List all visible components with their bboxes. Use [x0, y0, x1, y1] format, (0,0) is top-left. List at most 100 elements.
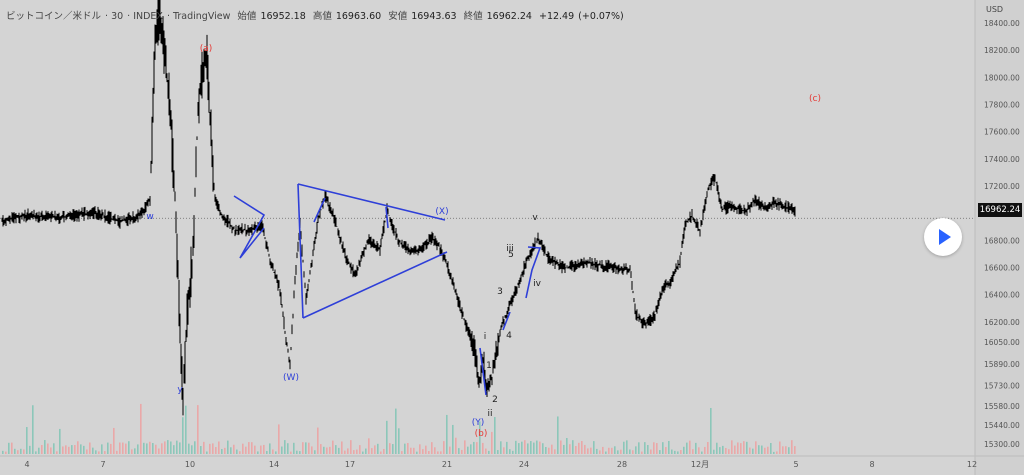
volume-bar	[494, 417, 496, 454]
volume-bar	[539, 441, 541, 454]
volume-bar	[197, 405, 199, 454]
volume-bar	[485, 448, 487, 454]
volume-bar	[362, 451, 364, 454]
volume-bar	[38, 447, 40, 454]
volume-bar	[464, 440, 466, 454]
close-value: 16962.24	[486, 11, 532, 22]
interval: 30	[111, 11, 124, 22]
volume-bar	[506, 441, 508, 454]
volume-bar	[443, 441, 445, 454]
data-source: INDEX	[133, 11, 163, 22]
volume-bar	[407, 442, 409, 454]
y-tick-label: 16400.00	[984, 291, 1020, 300]
volume-bar	[659, 450, 661, 454]
x-tick-label: 21	[442, 460, 452, 469]
volume-bar	[107, 442, 109, 454]
volume-bar	[635, 446, 637, 454]
volume-bar	[587, 448, 589, 454]
wave-label: 2	[492, 395, 498, 405]
trendline	[302, 251, 448, 319]
volume-bar	[359, 445, 361, 454]
volume-bar	[467, 446, 469, 454]
volume-bar	[218, 441, 220, 454]
volume-bar	[530, 441, 532, 454]
wave-label: ii	[487, 409, 492, 419]
volume-bar	[425, 445, 427, 454]
wave-label: iii	[506, 244, 514, 254]
volume-bar	[611, 447, 613, 454]
volume-bar	[20, 448, 22, 454]
volume-bar	[734, 445, 736, 454]
volume-bar	[641, 451, 643, 454]
volume-bar	[431, 442, 433, 454]
volume-bar	[518, 443, 520, 454]
volume-bar	[356, 449, 358, 454]
volume-bar	[698, 447, 700, 454]
volume-bar	[92, 447, 94, 454]
volume-bar	[383, 448, 385, 454]
currency-label: USD	[986, 5, 1003, 14]
volume-bar	[251, 442, 253, 454]
trendline	[313, 197, 326, 223]
volume-bar	[95, 450, 97, 454]
volume-bar	[662, 442, 664, 454]
volume-bar	[668, 440, 670, 454]
volume-bar	[77, 441, 79, 454]
wave-label: 5	[508, 250, 514, 260]
y-tick-label: 17200.00	[984, 182, 1020, 191]
open-value: 16952.18	[260, 11, 306, 22]
volume-bar	[215, 447, 217, 454]
volume-bar	[590, 447, 592, 454]
volume-bar	[305, 442, 307, 454]
volume-bar	[437, 451, 439, 454]
volume-bar	[74, 444, 76, 454]
volume-bar	[569, 444, 571, 454]
volume-bar	[482, 442, 484, 454]
volume-bar	[488, 450, 490, 454]
volume-bar	[512, 450, 514, 454]
volume-bar	[410, 447, 412, 454]
trendline	[297, 183, 446, 221]
volume-bar	[365, 448, 367, 454]
wave-label: (b)	[475, 429, 488, 439]
volume-bar	[644, 442, 646, 454]
x-tick-label: 4	[24, 460, 29, 469]
volume-bar	[173, 445, 175, 454]
volume-bar	[749, 447, 751, 454]
volume-bar	[476, 442, 478, 454]
volume-bar	[626, 440, 628, 454]
trendline	[479, 347, 487, 396]
volume-bar	[281, 446, 283, 454]
volume-bar	[428, 451, 430, 454]
volume-bar	[629, 449, 631, 454]
volume-bar	[605, 451, 607, 454]
x-tick-label: 12月	[691, 460, 709, 469]
volume-bar	[674, 450, 676, 454]
y-tick-label: 17800.00	[984, 100, 1020, 109]
volume-bar	[434, 447, 436, 454]
volume-bar	[269, 443, 271, 454]
volume-bar	[638, 442, 640, 454]
volume-bar	[440, 451, 442, 454]
y-tick-label: 18400.00	[984, 19, 1020, 28]
wave-label: (Y)	[472, 418, 485, 428]
x-tick-label: 10	[185, 460, 195, 469]
volume-bar	[731, 440, 733, 454]
volume-bar	[140, 403, 142, 454]
volume-bar	[2, 450, 4, 454]
volume-bar	[503, 447, 505, 454]
y-tick-label: 18000.00	[984, 73, 1020, 82]
volume-bar	[458, 448, 460, 454]
wave-label: iv	[533, 279, 542, 289]
change-value: +12.49	[538, 11, 575, 22]
volume-bar	[386, 420, 388, 454]
volume-bar	[719, 447, 721, 454]
volume-bar	[722, 445, 724, 454]
volume-bar	[272, 449, 274, 454]
replay-play-button[interactable]	[924, 218, 962, 256]
volume-bar	[254, 445, 256, 454]
volume-bar	[620, 449, 622, 454]
volume-bar	[125, 443, 127, 454]
volume-bar	[266, 451, 268, 454]
